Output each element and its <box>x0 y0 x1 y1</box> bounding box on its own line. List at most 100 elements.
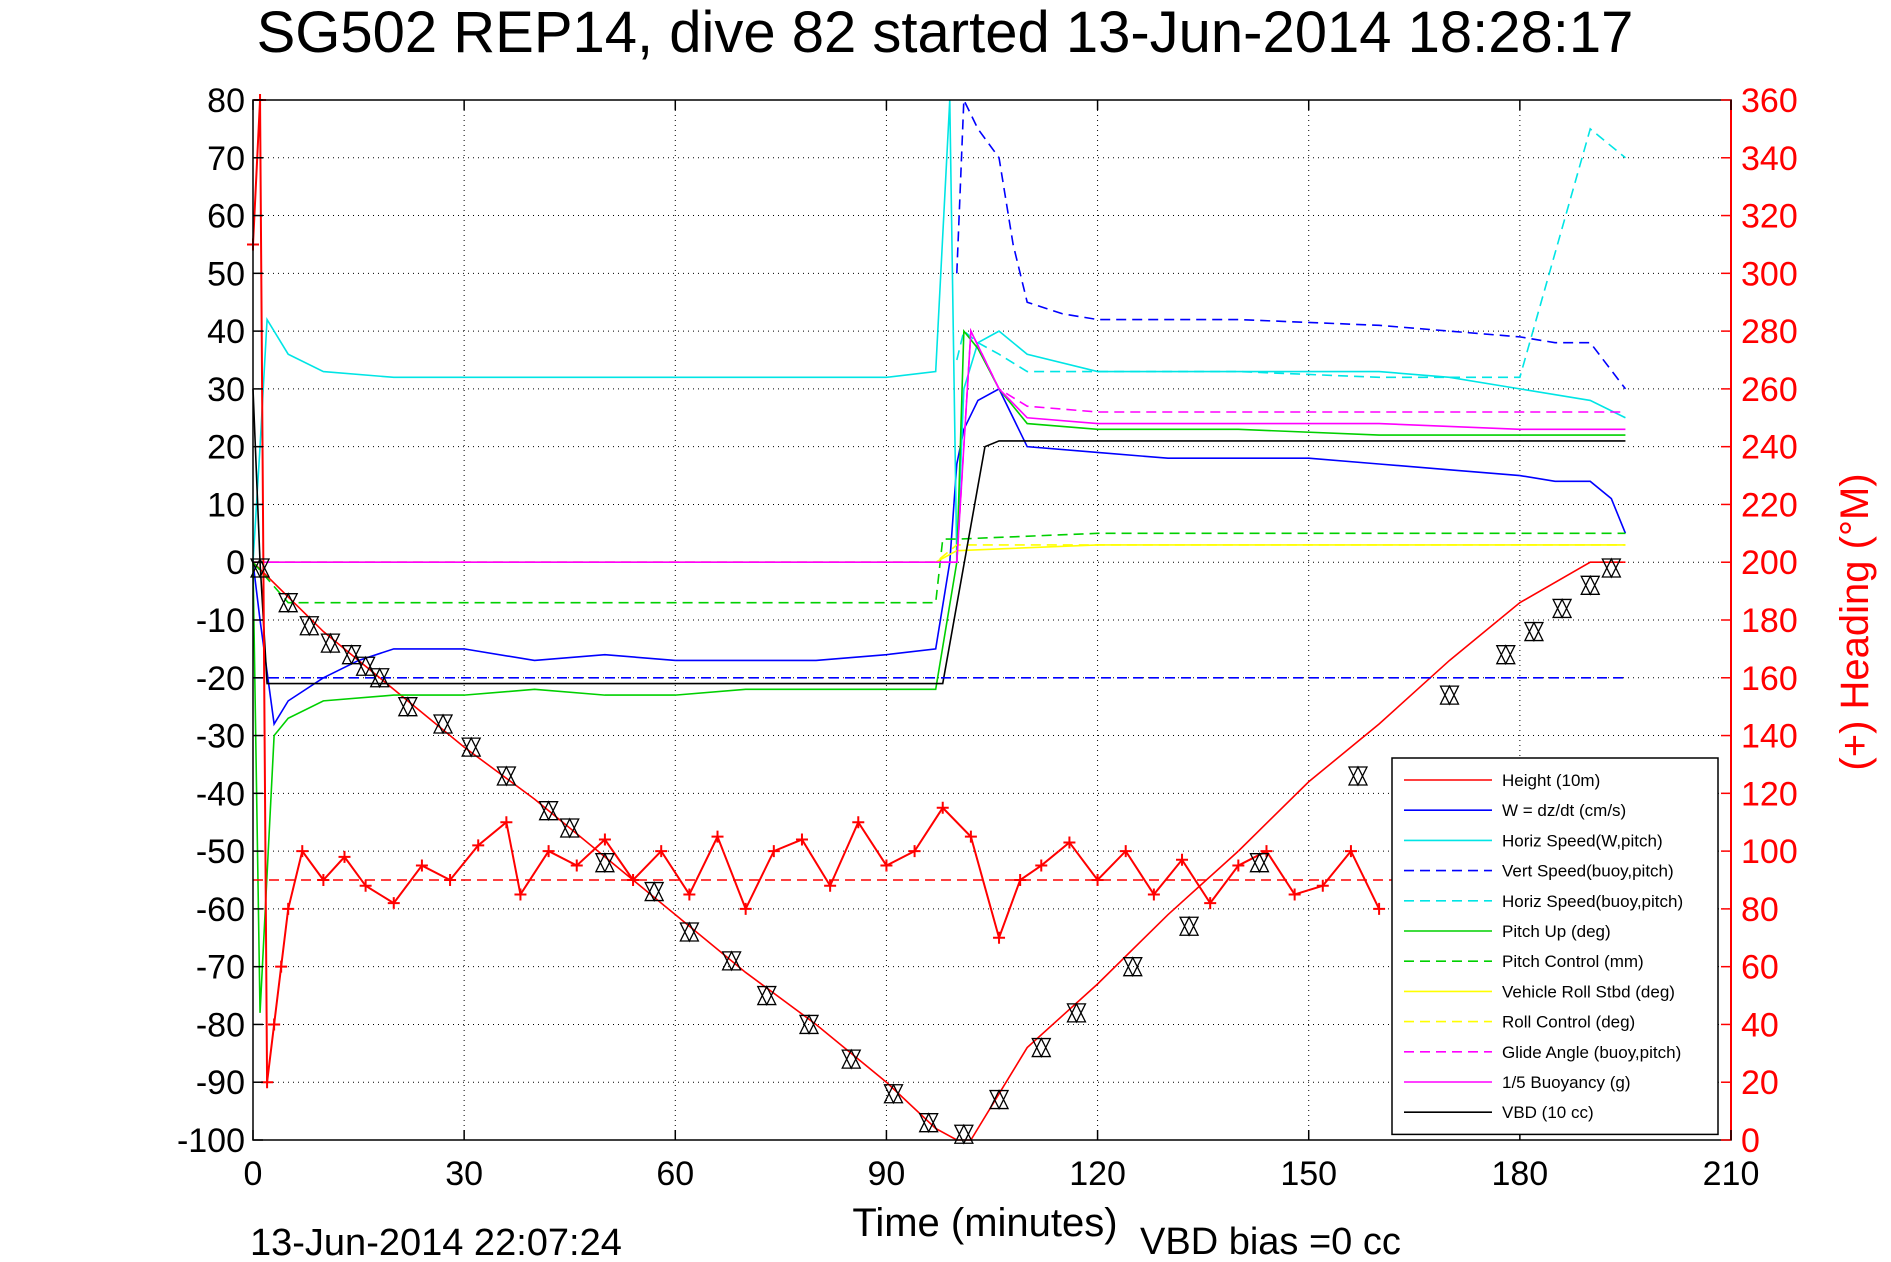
y2-tick-label: 80 <box>1741 891 1779 929</box>
y2-tick-label: 40 <box>1741 1006 1779 1044</box>
legend-label: Glide Angle (buoy,pitch) <box>1502 1043 1681 1062</box>
data-point <box>338 850 351 863</box>
data-point <box>883 1083 904 1105</box>
data-point <box>1316 879 1329 892</box>
legend-label: Pitch Control (mm) <box>1502 952 1644 971</box>
data-point <box>461 736 482 758</box>
data-point <box>1495 644 1516 666</box>
data-point <box>296 845 309 858</box>
chart-title: SG502 REP14, dive 82 started 13-Jun-2014… <box>257 0 1634 65</box>
series <box>252 532 1626 604</box>
data-point <box>993 931 1006 944</box>
data-point <box>918 1112 939 1134</box>
data-point <box>953 1123 974 1145</box>
series-line <box>252 561 1626 1141</box>
data-point <box>1580 574 1601 596</box>
right-axis-label: (+) Heading (°M) <box>1833 473 1877 770</box>
data-point <box>320 632 341 654</box>
data-point <box>397 696 418 718</box>
data-point <box>1122 956 1143 978</box>
footer-vbd-bias: VBD bias =0 cc <box>1140 1221 1401 1262</box>
data-point <box>278 592 299 614</box>
grid-lines <box>253 100 1731 1140</box>
data-point <box>964 830 977 843</box>
data-point <box>542 845 555 858</box>
data-point <box>355 655 376 677</box>
data-point <box>852 816 865 829</box>
y2-tick-label: 360 <box>1741 82 1798 120</box>
y2-tick-label: 280 <box>1741 313 1798 351</box>
y2-tick-label: 180 <box>1741 602 1798 640</box>
data-point <box>1119 845 1132 858</box>
legend: Height (10m) W = dz/dt (cm/s) Horiz Speed(… <box>1391 757 1719 1136</box>
legend-label: W = dz/dt (cm/s) <box>1502 801 1626 820</box>
legend-label: Vert Speed(buoy,pitch) <box>1502 862 1674 881</box>
y2-tick-label: 200 <box>1741 544 1798 582</box>
data-point <box>299 615 320 637</box>
data-point <box>1232 859 1245 872</box>
data-point <box>1179 915 1200 937</box>
series-layer <box>247 94 1627 1145</box>
y-tick-label: 0 <box>226 544 245 582</box>
legend-label: Vehicle Roll Stbd (deg) <box>1502 982 1675 1001</box>
y-tick-label: -20 <box>196 660 245 698</box>
data-point <box>387 897 400 910</box>
legend-label: Height (10m) <box>1502 771 1600 790</box>
series <box>252 561 1626 1141</box>
legend-label: VBD (10 cc) <box>1502 1103 1594 1122</box>
data-point <box>936 801 949 814</box>
series-line <box>253 328 1626 564</box>
data-point <box>261 1076 274 1089</box>
series-line <box>252 328 1626 1013</box>
data-point <box>1347 765 1369 787</box>
data-point <box>824 879 837 892</box>
y-tick-label: -30 <box>196 718 245 756</box>
data-point <box>767 845 780 858</box>
data-point <box>1523 621 1544 643</box>
y2-tick-label: 100 <box>1741 833 1798 871</box>
data-point <box>756 985 777 1007</box>
data-point <box>841 1048 862 1070</box>
y2-tick-label: 140 <box>1741 718 1798 756</box>
y-tick-label: -60 <box>196 891 245 929</box>
data-point <box>1249 852 1270 874</box>
x-tick-label: 210 <box>1703 1155 1760 1193</box>
data-point <box>880 859 893 872</box>
y-tick-label: 10 <box>207 486 245 524</box>
x-axis-label: Time (minutes) <box>852 1201 1117 1245</box>
data-point <box>988 1089 1010 1111</box>
data-point <box>249 557 271 579</box>
data-point <box>908 845 921 858</box>
data-point <box>1344 845 1357 858</box>
data-point <box>341 644 362 666</box>
data-point <box>282 902 295 915</box>
data-point <box>432 713 454 735</box>
x-tick-label: 0 <box>244 1155 263 1193</box>
legend-box <box>1391 757 1719 1136</box>
data-point <box>594 852 615 874</box>
series <box>956 99 1627 390</box>
data-point <box>655 845 668 858</box>
data-point <box>1176 853 1189 866</box>
y-tick-label: 60 <box>207 198 245 236</box>
y-tick-label: 80 <box>207 82 245 120</box>
y2-tick-label: 320 <box>1741 198 1798 236</box>
data-point <box>500 816 513 829</box>
y-tick-label: -70 <box>196 949 245 987</box>
data-point <box>1035 859 1048 872</box>
data-point <box>514 888 527 901</box>
data-point <box>268 1018 281 1031</box>
data-point <box>683 888 696 901</box>
data-point <box>644 881 665 903</box>
y2-tick-label: 260 <box>1741 371 1798 409</box>
y2-tick-label: 340 <box>1741 140 1798 178</box>
data-point <box>570 859 583 872</box>
x-axis-ticks: 0 30 60 90 120 150 180 210 <box>244 100 1760 1193</box>
y2-tick-label: 300 <box>1741 255 1798 293</box>
y-tick-label: 40 <box>207 313 245 351</box>
x-tick-label: 180 <box>1491 1155 1548 1193</box>
data-point <box>721 950 742 972</box>
series <box>956 127 1626 379</box>
data-point <box>1373 902 1386 915</box>
